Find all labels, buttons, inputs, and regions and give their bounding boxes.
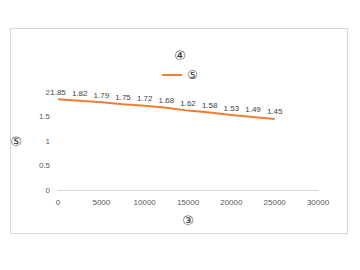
svg-text:1.68: 1.68 [159,96,175,105]
svg-text:1.72: 1.72 [137,94,153,103]
svg-text:⑤: ⑤ [187,68,198,82]
svg-text:1.58: 1.58 [202,101,218,110]
svg-text:10000: 10000 [134,198,157,207]
svg-text:0: 0 [46,186,51,195]
svg-text:15000: 15000 [177,198,200,207]
svg-text:⑤: ⑤ [10,134,22,149]
svg-text:1.79: 1.79 [94,91,110,100]
svg-text:1.85: 1.85 [50,88,66,97]
svg-text:1.5: 1.5 [39,112,51,121]
svg-text:1.49: 1.49 [245,105,261,114]
svg-text:1.45: 1.45 [267,107,283,116]
svg-text:1.62: 1.62 [180,99,196,108]
svg-text:1.82: 1.82 [72,89,88,98]
svg-text:25000: 25000 [264,198,287,207]
svg-text:5000: 5000 [92,198,110,207]
svg-text:1.53: 1.53 [224,104,240,113]
svg-text:④: ④ [174,48,186,63]
svg-text:2: 2 [45,87,50,97]
svg-text:20000: 20000 [220,198,243,207]
svg-text:0.5: 0.5 [39,161,51,170]
svg-text:1.75: 1.75 [115,93,131,102]
svg-text:30000: 30000 [307,198,330,207]
svg-text:0: 0 [56,198,61,207]
svg-text:1: 1 [46,137,51,146]
svg-text:③: ③ [182,213,194,228]
